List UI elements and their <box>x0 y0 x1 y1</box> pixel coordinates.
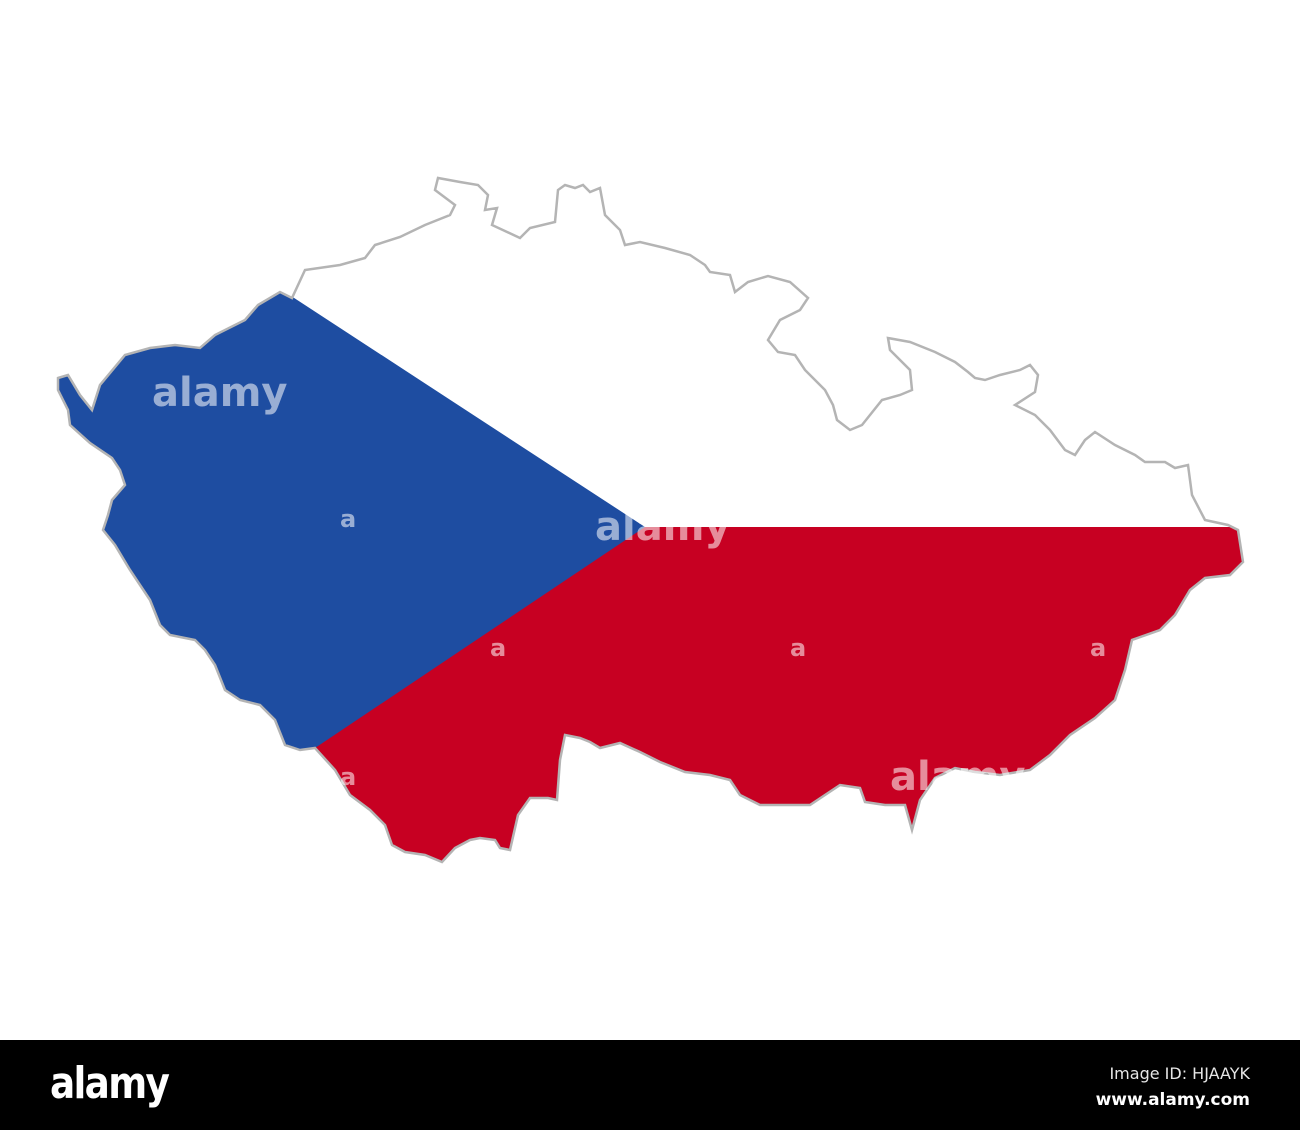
image-id: Image ID: HJAAYK <box>1109 1064 1250 1083</box>
alamy-logo: alamy <box>50 1058 170 1109</box>
watermark-mark: a <box>490 634 506 662</box>
watermark-mark: a <box>790 634 806 662</box>
watermark-text: alamy <box>595 504 730 550</box>
watermark-mark: a <box>1090 634 1106 662</box>
czech-flag-map: alamy alamy alamy a a a a a <box>56 176 1245 864</box>
watermark-mark: a <box>340 763 356 791</box>
image-id-value: HJAAYK <box>1192 1064 1250 1083</box>
watermark-text: alamy <box>152 370 287 416</box>
watermark: alamy alamy alamy a a a a a <box>152 370 1106 800</box>
website-link[interactable]: www.alamy.com <box>1095 1090 1250 1110</box>
footer-bar: alamy Image ID: HJAAYK www.alamy.com <box>0 1040 1300 1130</box>
image-id-label: Image ID: <box>1109 1064 1188 1083</box>
watermark-text: alamy <box>890 754 1025 800</box>
watermark-mark: a <box>340 505 356 533</box>
